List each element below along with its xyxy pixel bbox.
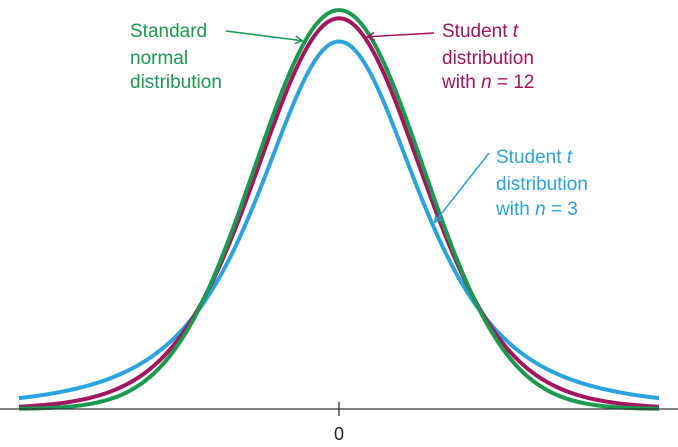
curves-layer bbox=[18, 8, 660, 411]
arrow-t-n12 bbox=[367, 32, 435, 38]
arrowhead-t-n12 bbox=[365, 31, 375, 41]
arrowhead-standard-normal bbox=[294, 35, 304, 45]
arrow-t-n3 bbox=[434, 152, 490, 223]
curve-t3 bbox=[18, 39, 660, 401]
x-tick-label-0: 0 bbox=[334, 424, 344, 444]
label-t-n12-line1: Student t bbox=[442, 21, 519, 42]
arrow-standard-normal bbox=[225, 30, 303, 42]
curve-t12 bbox=[18, 16, 660, 409]
arrowhead-t-n3 bbox=[433, 214, 443, 224]
curve-standard_normal bbox=[18, 8, 660, 411]
annotations-layer: Standard normal distribution Student t d… bbox=[130, 21, 593, 224]
label-t-n12: Student t distribution with n = 12 bbox=[441, 21, 539, 93]
label-standard-normal: Standard normal distribution bbox=[130, 21, 222, 93]
label-t-n3: Student t distribution with n = 3 bbox=[495, 147, 593, 220]
